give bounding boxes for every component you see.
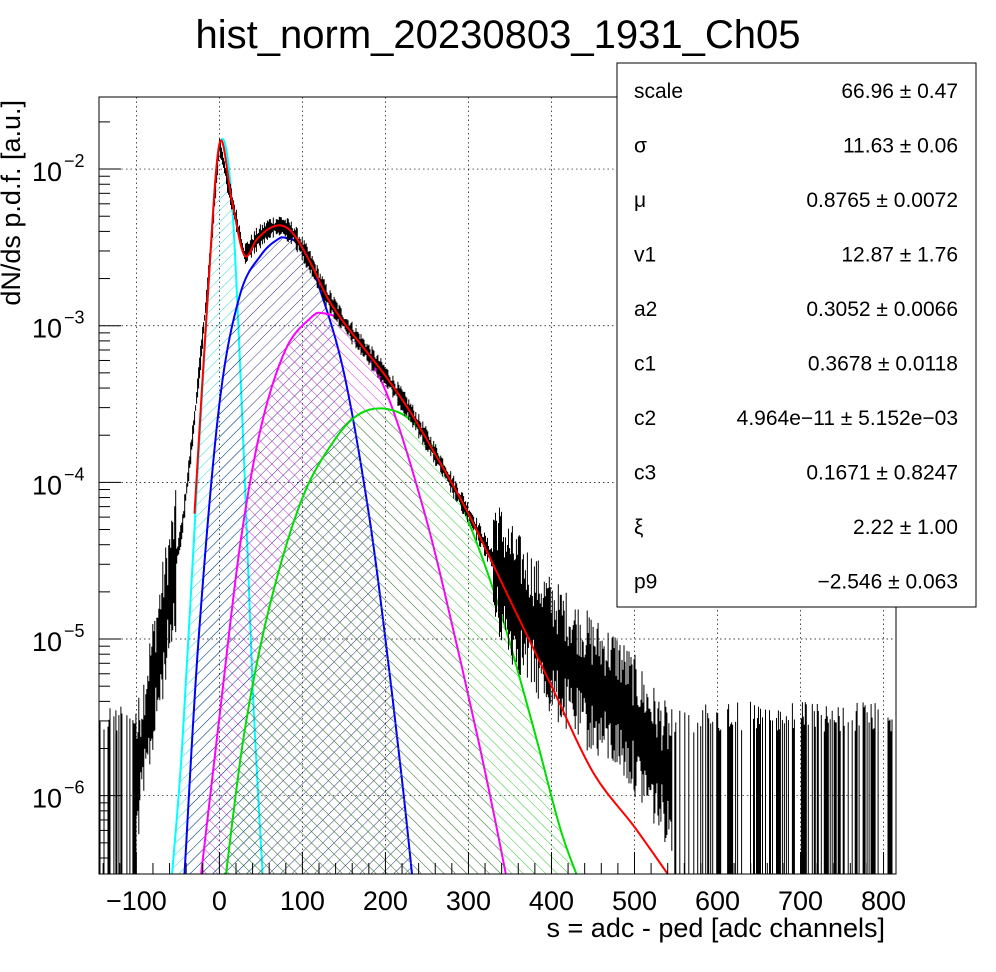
component-green-curve xyxy=(225,407,578,874)
stat-name: σ xyxy=(634,135,647,158)
stat-value: 12.87 ± 1.76 xyxy=(841,244,958,267)
y-tick-exponent: −2 xyxy=(64,151,85,171)
stat-value: 0.3678 ± 0.0118 xyxy=(808,353,958,376)
y-tick-label: 10 xyxy=(32,157,62,187)
x-tick-label: 100 xyxy=(280,886,325,916)
chart-title: hist_norm_20230803_1931_Ch05 xyxy=(196,13,801,57)
y-tick-label: 10 xyxy=(32,470,62,500)
x-tick-label: 800 xyxy=(861,886,906,916)
stat-name: c3 xyxy=(634,462,656,485)
stat-value: 2.22 ± 1.00 xyxy=(853,516,958,539)
x-tick-label: 400 xyxy=(529,886,574,916)
y-tick-label: 10 xyxy=(32,627,62,657)
x-tick-label: 300 xyxy=(446,886,491,916)
stat-name: v1 xyxy=(634,244,656,267)
total-fit xyxy=(193,139,669,874)
x-tick-label: 0 xyxy=(212,886,227,916)
fit-stats-box: scale 66.96 ± 0.47 σ 11.63 ± 0.06 μ 0.8765 ± … xyxy=(616,62,977,608)
y-tick-exponent: −3 xyxy=(64,308,85,328)
component-green-fill xyxy=(226,408,577,874)
x-tick-label: −100 xyxy=(106,886,167,916)
stat-name: μ xyxy=(634,189,646,212)
stat-name: a2 xyxy=(634,298,657,321)
stat-name: c1 xyxy=(634,353,656,376)
x-tick-label: 700 xyxy=(778,886,823,916)
stat-value: 0.3052 ± 0.0066 xyxy=(806,298,958,321)
stat-value: 0.8765 ± 0.0072 xyxy=(806,189,958,212)
stats-box-frame xyxy=(616,62,977,608)
stat-value: 66.96 ± 0.47 xyxy=(841,80,958,103)
stat-value: 11.63 ± 0.06 xyxy=(843,135,958,158)
x-axis-title: s = adc - ped [adc channels] xyxy=(547,913,885,943)
y-tick-label: 10 xyxy=(32,314,62,344)
y-tick-exponent: −6 xyxy=(64,778,85,798)
stat-value: 4.964e−11 ± 5.152e−03 xyxy=(737,407,958,430)
y-tick-exponent: −5 xyxy=(64,621,85,641)
stat-value: −2.546 ± 0.063 xyxy=(817,571,958,594)
x-axis: −100 0 100 200 300 400 500 600 700 800 xyxy=(102,852,906,916)
y-axis: 10−210−310−410−510−6 xyxy=(32,121,121,859)
stat-value: 0.1671 ± 0.8247 xyxy=(806,462,958,485)
y-tick-label: 10 xyxy=(32,784,62,814)
fit-components xyxy=(171,138,578,874)
stat-name: p9 xyxy=(634,571,657,594)
y-axis-title: dN/ds p.d.f. [a.u.] xyxy=(0,100,26,306)
total-fit-curve xyxy=(193,139,669,874)
y-tick-exponent: −4 xyxy=(64,464,85,484)
x-tick-label: 200 xyxy=(363,886,408,916)
stat-name: ξ xyxy=(634,516,643,539)
x-tick-label: 500 xyxy=(612,886,657,916)
stat-name: c2 xyxy=(634,407,656,430)
x-tick-label: 600 xyxy=(695,886,740,916)
stat-name: scale xyxy=(634,80,683,103)
